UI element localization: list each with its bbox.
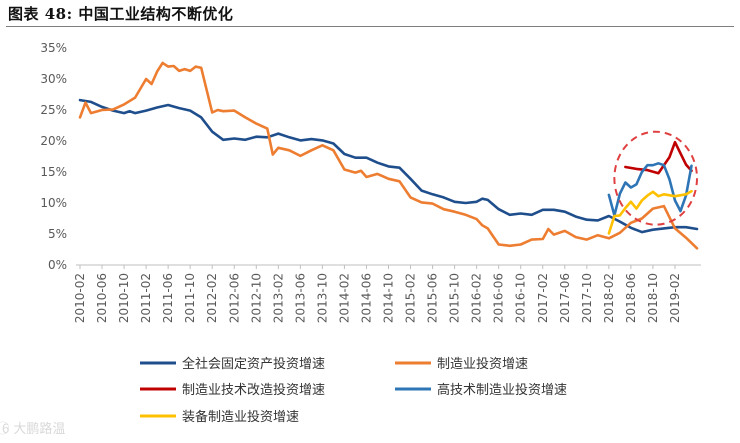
x-tick-label: 2018-02 — [602, 273, 616, 323]
x-tick-label: 2010-06 — [95, 273, 109, 323]
series-line — [78, 98, 699, 234]
x-tick-label: 2018-10 — [646, 273, 660, 323]
y-tick-label: 30% — [40, 72, 67, 86]
x-axis: 2010-02 2010-06 2010-10 2011-02 2011-06 2011-… — [73, 265, 682, 323]
x-tick-label: 2010-02 — [73, 273, 87, 323]
x-tick-label: 2015-06 — [426, 273, 440, 323]
legend-label: 制造业技术改造投资增速 — [182, 382, 325, 398]
x-tick-label: 2016-10 — [514, 273, 528, 323]
x-tick-label: 2011-06 — [161, 273, 175, 323]
legend-label: 全社会固定资产投资增速 — [182, 356, 325, 372]
x-tick-label: 2017-02 — [536, 273, 550, 323]
x-tick-label: 2012-06 — [227, 273, 241, 323]
x-tick-label: 2016-02 — [470, 273, 484, 323]
annotation-group — [613, 130, 699, 226]
y-tick-label: 10% — [40, 196, 67, 210]
x-tick-label: 2015-02 — [404, 273, 418, 323]
x-tick-label: 2011-10 — [183, 273, 197, 323]
x-tick-label: 2011-02 — [139, 273, 153, 323]
x-tick-label: 2019-02 — [668, 273, 682, 323]
x-tick-label: 2017-06 — [558, 273, 572, 323]
series-line — [78, 61, 699, 250]
figure-title: 图表 48: 中国工业结构不断优化 — [8, 5, 234, 23]
x-tick-label: 2012-10 — [249, 273, 263, 323]
y-axis-labels: 0% 5% 10% 15% 20% 25% 30% 35% — [40, 41, 67, 272]
highlight-ellipse — [613, 130, 699, 226]
series-group — [78, 61, 699, 250]
x-tick-label: 2013-02 — [271, 273, 285, 323]
x-tick-label: 2018-06 — [624, 273, 638, 323]
y-tick-label: 15% — [40, 165, 67, 179]
series-line — [607, 162, 693, 217]
y-tick-label: 5% — [48, 227, 67, 241]
x-tick-label: 2012-02 — [205, 273, 219, 323]
x-tick-label: 2015-10 — [448, 273, 462, 323]
title-rule — [6, 26, 734, 27]
y-tick-label: 35% — [40, 41, 67, 55]
legend-label: 高技术制造业投资增速 — [437, 382, 567, 398]
y-tick-label: 25% — [40, 103, 67, 117]
x-tick-label: 2010-10 — [117, 273, 131, 323]
legend-label: 制造业投资增速 — [437, 356, 528, 372]
x-tick-label: 2017-10 — [580, 273, 594, 323]
x-tick-label: 2014-06 — [359, 273, 373, 323]
watermark-text: 6⃝ 大鹏路温 — [2, 422, 66, 437]
series-line — [624, 140, 693, 175]
x-tick-label: 2013-06 — [293, 273, 307, 323]
x-tick-label: 2013-10 — [315, 273, 329, 323]
series-line — [607, 189, 693, 235]
x-tick-label: 2014-10 — [382, 273, 396, 323]
y-tick-label: 0% — [48, 258, 67, 272]
y-tick-label: 20% — [40, 134, 67, 148]
x-tick-label: 2016-06 — [492, 273, 506, 323]
x-tick-label: 2014-02 — [337, 273, 351, 323]
legend-label: 装备制造业投资增速 — [182, 409, 299, 425]
